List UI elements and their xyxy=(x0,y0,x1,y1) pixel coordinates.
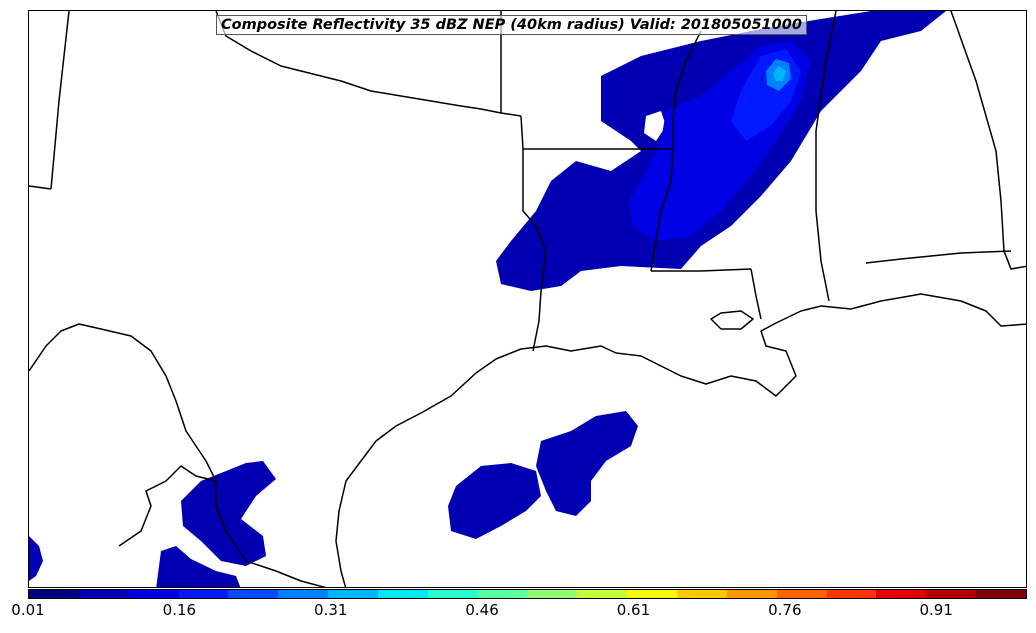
contour-texas-offshore-west xyxy=(448,463,541,539)
colorbar-segment xyxy=(128,590,179,598)
colorbar-segment xyxy=(527,590,578,598)
colorbar-segment xyxy=(228,590,279,598)
colorbar-segment xyxy=(826,590,877,598)
border-new-mexico-east xyxy=(50,11,70,190)
map-panel xyxy=(28,10,1027,588)
colorbar-tick-label: 0.91 xyxy=(919,601,953,619)
border-texas-oklahoma-east xyxy=(520,115,547,352)
border-red-river xyxy=(215,11,522,117)
colorbar-segment xyxy=(776,590,827,598)
contour-south-texas xyxy=(181,461,276,566)
colorbar-tick-label: 0.76 xyxy=(768,601,802,619)
coastline-gulf xyxy=(335,293,1026,587)
colorbar-tick-label: 0.01 xyxy=(11,601,45,619)
colorbar-segment xyxy=(976,590,1026,598)
colorbar-tick-label: 0.16 xyxy=(162,601,197,619)
border-alabama-georgia xyxy=(950,11,1026,270)
border-mississippi-river xyxy=(650,30,702,272)
colorbar-tick-label: 0.61 xyxy=(616,601,651,619)
colorbar-segment xyxy=(577,590,628,598)
reflectivity-map xyxy=(29,11,1026,587)
border-new-mexico-south xyxy=(29,185,52,190)
colorbar-segment xyxy=(78,590,129,598)
contour-ms-valley-hole xyxy=(644,111,666,141)
colorbar xyxy=(28,589,1027,599)
colorbar-tick-label: 0.31 xyxy=(314,601,348,619)
colorbar-segment xyxy=(876,590,927,598)
colorbar-segment xyxy=(926,590,977,598)
contour-texas-offshore-east xyxy=(536,411,638,516)
border-mississippi-alabama xyxy=(815,11,837,302)
colorbar-segment xyxy=(377,590,428,598)
border-louisiana-east xyxy=(750,268,762,320)
border-mexico-interior xyxy=(118,465,217,547)
colorbar-segment xyxy=(29,590,79,598)
colorbar-segment xyxy=(278,590,329,598)
contour-ms-valley-peak-top xyxy=(773,66,786,81)
border-louisiana-north xyxy=(651,268,752,272)
map-title: Composite Reflectivity 35 dBZ NEP (40km … xyxy=(216,15,807,35)
contour-rio-grande xyxy=(156,546,241,587)
colorbar-tick-label: 0.46 xyxy=(465,601,499,619)
colorbar-segment xyxy=(676,590,727,598)
colorbar-segment xyxy=(726,590,777,598)
colorbar-segment xyxy=(627,590,677,598)
lake-pontchartrain xyxy=(710,310,754,330)
colorbar-segment xyxy=(328,590,378,598)
colorbar-segment xyxy=(427,590,478,598)
border-rio-grande xyxy=(29,323,327,587)
border-florida-panhandle xyxy=(865,250,1012,264)
probability-contours xyxy=(29,11,946,587)
colorbar-segment xyxy=(477,590,528,598)
contour-mexico-edge xyxy=(29,536,43,581)
colorbar-segment xyxy=(178,590,229,598)
